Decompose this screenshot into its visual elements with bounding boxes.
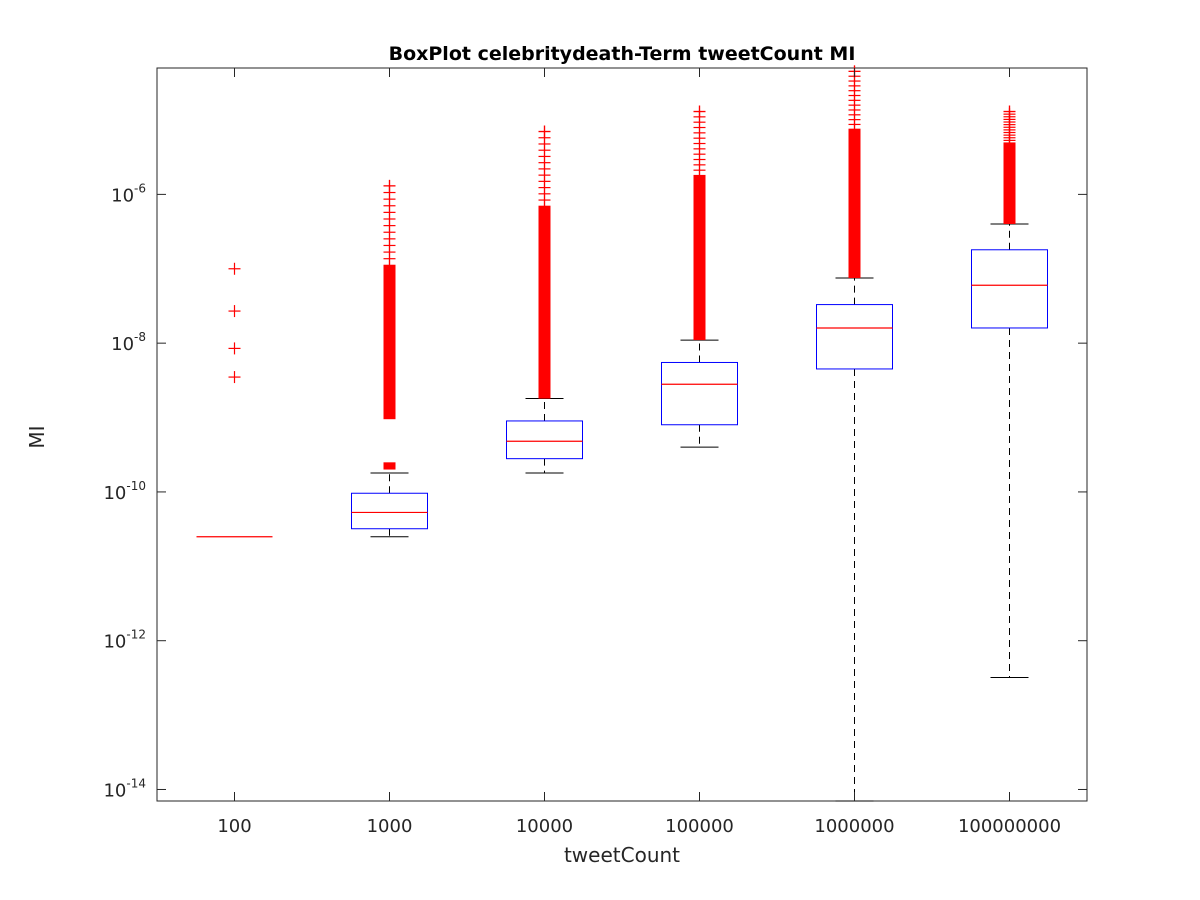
outlier-dense-core: [538, 206, 551, 399]
box-iqr: [351, 492, 428, 530]
y-tick-label: 10-10: [103, 479, 146, 504]
x-axis-label: tweetCount: [564, 843, 680, 867]
outlier-dense-core: [693, 175, 706, 341]
outlier-dense-core: [383, 265, 396, 420]
outlier-dense-core: [1003, 143, 1016, 224]
x-tick-label: 100000: [665, 816, 734, 837]
x-tick-label: 100000000: [958, 816, 1061, 837]
y-tick-label-exponent: -12: [126, 628, 146, 642]
y-axis-label: MI: [25, 425, 49, 448]
outlier-dense-low: [383, 462, 396, 470]
y-tick-label-base: 10: [111, 185, 134, 206]
y-tick-label: 10-12: [103, 628, 146, 653]
box-marks: [196, 65, 1048, 802]
box-iqr: [816, 304, 893, 370]
y-tick-label: 10-8: [111, 330, 146, 355]
box-group-1000: [351, 265, 428, 538]
box-group-100000: [661, 175, 738, 448]
box-iqr: [661, 361, 738, 426]
plot-area-frame: [156, 67, 1088, 802]
x-tick-label: 1000: [367, 816, 413, 837]
x-tick-label: 1000000: [814, 816, 894, 837]
y-tick-label-exponent: -14: [126, 776, 146, 790]
y-tick-label-exponent: -10: [126, 479, 146, 493]
y-tick-label-base: 10: [103, 780, 126, 801]
outlier-dense-core: [848, 129, 861, 279]
y-tick-label-base: 10: [103, 483, 126, 504]
y-tick-label-exponent: -8: [134, 330, 146, 344]
y-tick-label-base: 10: [103, 632, 126, 653]
box-iqr: [506, 420, 583, 460]
box-group-10000: [506, 206, 583, 474]
box-group-1000000: [816, 129, 893, 802]
x-tick-label: 100: [217, 816, 251, 837]
y-tick-label-base: 10: [111, 334, 134, 355]
box-iqr: [971, 249, 1048, 329]
y-tick-label: 10-14: [103, 776, 146, 801]
chart-title: BoxPlot celebritydeath-Term tweetCount M…: [389, 43, 856, 65]
x-tick-label: 10000: [516, 816, 573, 837]
y-tick-label-exponent: -6: [134, 181, 146, 195]
y-tick-label: 10-6: [111, 181, 146, 206]
box-group-100000000: [971, 143, 1048, 679]
